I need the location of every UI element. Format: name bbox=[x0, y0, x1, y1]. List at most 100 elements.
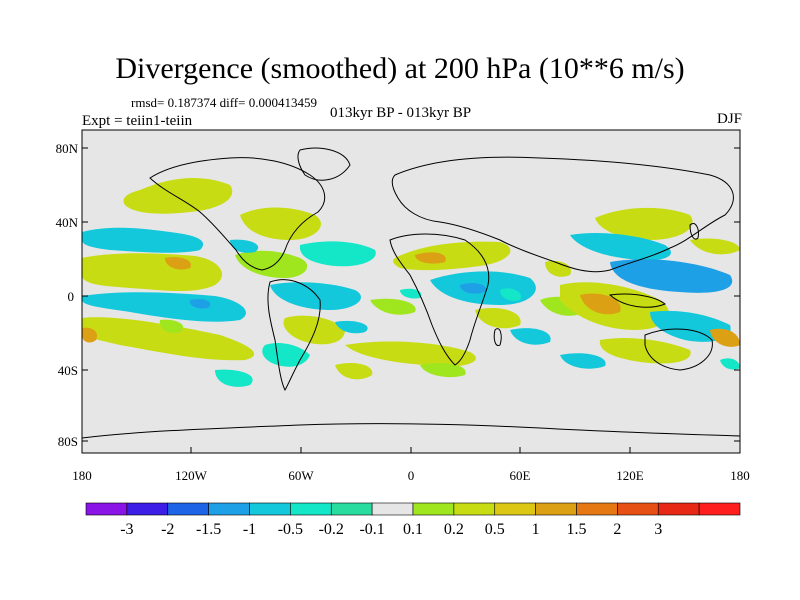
plot-title: Divergence (smoothed) at 200 hPa (10**6 … bbox=[115, 52, 685, 85]
field-region bbox=[475, 307, 521, 329]
colorbar-swatch bbox=[576, 502, 618, 516]
field-region bbox=[415, 252, 446, 264]
lon-label: 120E bbox=[616, 468, 644, 483]
colorbar-swatch bbox=[330, 502, 373, 516]
coastline-eurasia bbox=[391, 156, 734, 273]
coastline-indonesia bbox=[608, 293, 666, 308]
colorbar-label: -3 bbox=[120, 521, 133, 538]
field-region bbox=[580, 293, 621, 315]
colorbar-label: 0.5 bbox=[485, 521, 505, 538]
colorbar: -3 -2 -1.5 -1 -0.5 -0.2 -0.1 0.1 0.2 0.5 1 1.5 2 3 bbox=[85, 502, 741, 538]
field-region bbox=[215, 369, 253, 387]
coastline-australia bbox=[644, 328, 713, 371]
lon-label: 180 bbox=[730, 468, 750, 483]
colorbar-swatch bbox=[371, 502, 414, 516]
field-region bbox=[560, 353, 606, 369]
lat-label: 80N bbox=[56, 141, 79, 156]
field-region bbox=[335, 363, 373, 380]
lat-ticks bbox=[82, 147, 740, 442]
coastline-south-america bbox=[267, 279, 321, 392]
lon-label: 60W bbox=[288, 468, 314, 483]
field-region bbox=[270, 282, 361, 310]
field-region bbox=[82, 327, 98, 343]
colorbar-swatch bbox=[494, 502, 536, 516]
rmsd-stats: rmsd= 0.187374 diff= 0.000413459 bbox=[131, 95, 317, 110]
colorbar-label: -0.2 bbox=[319, 521, 344, 538]
colorbar-label: -2 bbox=[161, 521, 174, 538]
coastline-africa bbox=[389, 233, 490, 366]
field-region bbox=[345, 341, 476, 367]
colorbar-label: -0.1 bbox=[359, 521, 384, 538]
field-region bbox=[335, 320, 368, 334]
field-region bbox=[610, 259, 733, 293]
colorbar-label: 0.2 bbox=[444, 521, 464, 538]
field-region bbox=[165, 257, 191, 270]
season-label: DJF bbox=[716, 111, 742, 127]
lat-label: 40N bbox=[56, 215, 79, 230]
coastline-greenland bbox=[297, 147, 351, 181]
field-region bbox=[159, 319, 184, 333]
lon-ticks bbox=[81, 447, 741, 453]
field-region bbox=[510, 328, 551, 345]
colorbar-swatch bbox=[453, 502, 496, 516]
colorbar-label: -0.5 bbox=[278, 521, 303, 538]
lat-label: 0 bbox=[68, 289, 75, 304]
coastline-japan bbox=[689, 223, 699, 240]
experiment-label: Expt = teiin1-teiin bbox=[82, 113, 193, 129]
colorbar-label: -1.5 bbox=[196, 521, 221, 538]
field-region bbox=[595, 207, 693, 240]
colorbar-swatch bbox=[126, 502, 169, 516]
colorbar-label: -1 bbox=[243, 521, 256, 538]
field-region bbox=[570, 233, 671, 261]
field-region bbox=[460, 282, 486, 294]
field-region bbox=[82, 227, 204, 253]
colorbar-swatch bbox=[85, 502, 128, 516]
field-region bbox=[599, 338, 691, 364]
field-region bbox=[690, 238, 740, 255]
coastline-madagascar bbox=[493, 328, 502, 347]
field-region bbox=[710, 328, 740, 347]
field-region bbox=[545, 260, 571, 277]
field-region bbox=[370, 298, 416, 315]
colorbar-swatch bbox=[698, 502, 741, 516]
colorbar-swatch bbox=[208, 502, 250, 516]
colorbar-swatch bbox=[290, 502, 332, 516]
colorbar-label: 1 bbox=[532, 521, 540, 538]
lon-label: 0 bbox=[408, 468, 415, 483]
colorbar-swatch bbox=[657, 502, 700, 516]
field-region bbox=[283, 315, 345, 345]
field-region bbox=[82, 292, 246, 322]
field-region bbox=[189, 299, 211, 309]
field-region bbox=[235, 250, 308, 278]
lon-label: 180 bbox=[72, 468, 92, 483]
field-region bbox=[500, 288, 521, 301]
divergence-field bbox=[82, 178, 740, 387]
lat-label: 80S bbox=[58, 434, 78, 449]
field-region bbox=[230, 239, 259, 253]
lon-label: 60E bbox=[510, 468, 531, 483]
field-region bbox=[299, 241, 376, 267]
colorbar-label: 1.5 bbox=[567, 521, 587, 538]
colorbar-swatch bbox=[535, 502, 577, 516]
period-label: 013kyr BP - 013kyr BP bbox=[330, 105, 472, 121]
coastlines bbox=[82, 147, 740, 439]
field-region bbox=[400, 288, 422, 299]
colorbar-label: 0.1 bbox=[403, 521, 423, 538]
lon-label: 120W bbox=[175, 468, 208, 483]
field-region bbox=[393, 241, 511, 271]
field-region bbox=[720, 358, 740, 370]
field-region bbox=[240, 207, 321, 240]
coastline-antarctica bbox=[82, 423, 740, 439]
colorbar-swatch bbox=[167, 502, 209, 516]
colorbar-label: 2 bbox=[613, 521, 621, 538]
colorbar-label: 3 bbox=[654, 521, 662, 538]
field-region bbox=[262, 343, 310, 367]
field-region bbox=[82, 317, 255, 361]
lat-label: 40S bbox=[58, 363, 78, 378]
field-region bbox=[82, 253, 223, 292]
colorbar-swatch bbox=[412, 502, 455, 516]
field-region bbox=[123, 178, 233, 214]
coastline-north-america bbox=[149, 157, 326, 271]
field-region bbox=[420, 363, 466, 378]
